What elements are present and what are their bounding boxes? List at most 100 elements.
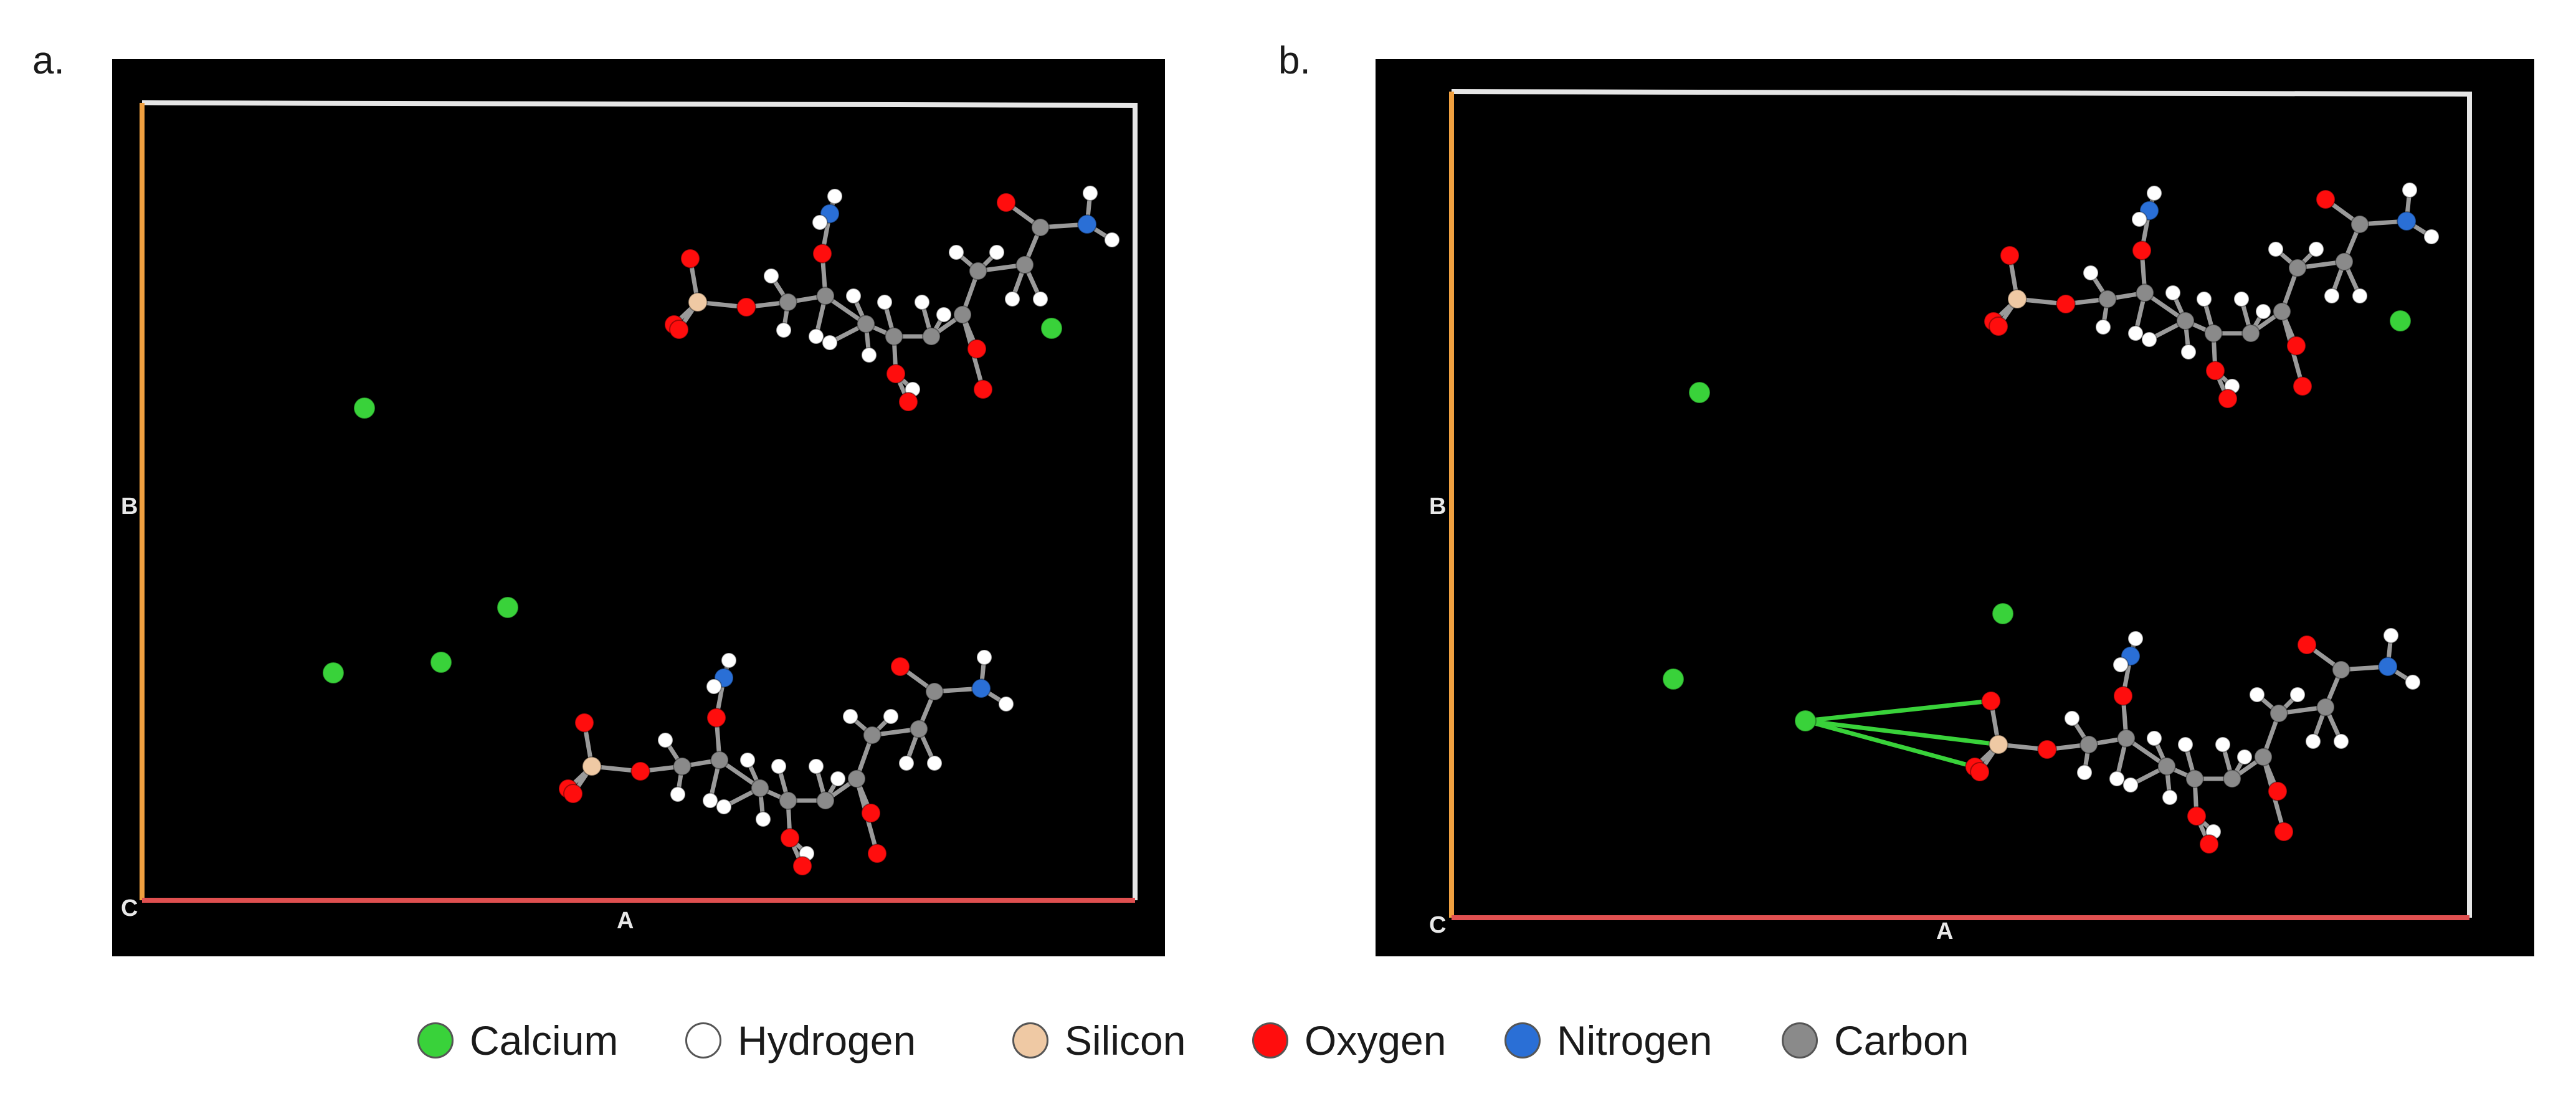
unit-cell-frame	[140, 100, 1138, 903]
carbon-atom	[2335, 252, 2354, 271]
carbon-atom	[2288, 259, 2307, 277]
panel-b-label: b.	[1278, 39, 1311, 82]
oxygen-atom	[2199, 834, 2219, 854]
hydrogen-atom	[883, 708, 899, 725]
hydrogen-atom	[845, 288, 862, 304]
silicon-atom	[582, 756, 602, 776]
hydrogen-atom	[2423, 229, 2440, 245]
hydrogen-atom	[763, 268, 779, 284]
hydrogen-atom	[1004, 291, 1020, 307]
carbon-atom	[2204, 324, 2223, 343]
hydrogen-atom	[771, 758, 787, 774]
carbon-atom	[2176, 312, 2195, 330]
hydrogen-atom	[812, 214, 828, 231]
silicon-swatch-icon	[1012, 1022, 1048, 1059]
panel-b-viewport[interactable]: B C A	[1376, 59, 2534, 956]
carbon-atom	[2079, 735, 2098, 754]
hydrogen-atom	[2289, 687, 2306, 703]
nitrogen-atom	[2397, 211, 2417, 231]
hydrogen-atom	[2083, 265, 2099, 281]
carbon-swatch-icon	[1782, 1022, 1818, 1059]
carbon-atom	[2098, 290, 2117, 308]
legend-item-calcium: Calcium	[417, 1009, 618, 1072]
carbon-atom	[2316, 698, 2335, 716]
oxygen-atom	[867, 844, 887, 864]
carbon-atom	[2136, 283, 2154, 302]
hydrogen-atom	[2064, 710, 2080, 726]
carbon-atom	[2269, 704, 2288, 723]
hydrogen-atom	[2249, 687, 2265, 703]
oxygen-atom	[1989, 316, 2008, 336]
hydrogen-atom	[2127, 325, 2144, 341]
calcium-atom	[1040, 317, 1063, 340]
axis-label-a: A	[1936, 918, 1953, 944]
hydrogen-atom	[830, 771, 846, 787]
atom-layer	[322, 185, 1120, 876]
legend-label: Oxygen	[1305, 1017, 1447, 1063]
oxygen-atom	[2293, 376, 2312, 396]
legend-label: Calcium	[470, 1017, 619, 1063]
hydrogen-atom	[2113, 657, 2129, 673]
oxygen-atom	[669, 320, 689, 340]
silicon-atom	[1989, 735, 2008, 754]
unit-cell-frame	[1449, 89, 2472, 920]
carbon-atom	[710, 751, 729, 769]
hydrogen-atom	[877, 294, 893, 310]
legend-label: Hydrogen	[738, 1017, 916, 1063]
oxygen-atom	[563, 784, 583, 804]
nitrogen-atom	[1077, 214, 1097, 234]
oxygen-atom	[630, 761, 650, 781]
oxygen-atom	[886, 364, 906, 384]
oxygen-atom	[973, 379, 993, 399]
carbon-atom	[2273, 302, 2291, 321]
carbon-atom	[779, 293, 797, 312]
oxygen-atom	[2268, 781, 2288, 801]
hydrogen-atom	[776, 322, 792, 338]
hydrogen-atom	[2122, 777, 2139, 793]
carbon-atom	[2223, 769, 2241, 788]
calcium-atom	[322, 662, 345, 684]
oxygen-atom	[2037, 740, 2057, 759]
oxygen-atom	[2000, 245, 2020, 265]
oxygen-atom	[706, 708, 726, 728]
atom-layer	[1662, 182, 2440, 854]
hydrogen-atom	[670, 786, 686, 802]
oxygen-atom	[2113, 686, 2133, 706]
carbon-atom	[816, 791, 835, 810]
oxygen-atom	[736, 297, 756, 317]
hydrogen-atom	[926, 755, 943, 771]
panel-a-viewport[interactable]: B C A	[112, 59, 1165, 956]
oxygen-atom	[2274, 822, 2294, 842]
carbon-atom	[922, 327, 941, 346]
oxygen-atom	[996, 193, 1016, 212]
oxygen-atom	[2132, 240, 2152, 260]
axis-label-c: C	[121, 895, 138, 921]
hydrogen-atom	[2165, 285, 2181, 301]
nitrogen-atom	[2378, 657, 2398, 677]
hydrogen-atom	[739, 752, 756, 768]
legend-item-hydrogen: Hydrogen	[685, 1009, 916, 1072]
oxygen-atom	[2218, 389, 2238, 409]
carbon-atom	[863, 726, 882, 745]
carbon-atom	[751, 779, 769, 797]
hydrogen-atom	[2233, 291, 2250, 307]
oxygen-atom	[2187, 806, 2207, 826]
hydrogen-atom	[2333, 733, 2349, 749]
legend-item-silicon: Silicon	[1012, 1009, 1186, 1072]
carbon-atom	[2332, 660, 2350, 679]
panel-b-scene: B C A	[1429, 89, 2472, 944]
hydrogen-atom	[657, 732, 673, 748]
hydrogen-atom	[2305, 733, 2321, 749]
calcium-atom	[2389, 310, 2412, 332]
hydrogen-atom	[808, 328, 824, 345]
hydrogen-atom	[998, 696, 1014, 712]
axis-label-a: A	[617, 908, 634, 934]
calcium-atom	[430, 651, 452, 673]
oxygen-atom	[890, 657, 910, 677]
carbon-atom	[925, 682, 944, 701]
hydrogen-atom	[936, 307, 952, 323]
carbon-atom	[2185, 769, 2204, 788]
hydrogen-atom	[706, 678, 722, 695]
carbon-atom	[857, 315, 875, 333]
oxygen-atom	[2205, 361, 2225, 381]
